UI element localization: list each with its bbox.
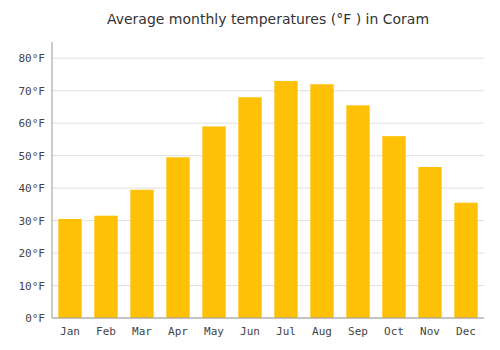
- tick-label: Apr: [168, 325, 188, 338]
- tick-label: May: [204, 325, 224, 338]
- bar: [166, 157, 189, 318]
- tick-label: Feb: [96, 325, 116, 338]
- tick-label: Dec: [456, 325, 476, 338]
- x-axis-line: [52, 318, 484, 319]
- x-axis: Jan Feb Mar Apr May Jun Jul Aug Sep Oct Nov Dec: [60, 325, 476, 338]
- tick-label: Sep: [348, 325, 368, 338]
- tick-label: 60°F: [19, 117, 46, 130]
- bars: [58, 81, 477, 318]
- grid-line: [52, 318, 484, 319]
- bar: [310, 84, 333, 318]
- tick-label: 30°F: [19, 215, 46, 228]
- tick-label: 50°F: [19, 150, 46, 163]
- tick-label: 80°F: [19, 52, 46, 65]
- bar: [274, 81, 297, 318]
- grid-line: [52, 123, 484, 124]
- tick-label: Mar: [132, 325, 152, 338]
- y-axis: 0°F 10°F 20°F 30°F 40°F 50°F 60°F 70°F 80°F: [19, 52, 485, 325]
- bar: [58, 219, 81, 318]
- grid-line: [52, 58, 484, 59]
- tick-label: Jun: [240, 325, 260, 338]
- tick-label: Oct: [384, 325, 404, 338]
- bar: [454, 203, 477, 318]
- tick-label: 70°F: [19, 85, 46, 98]
- tick-label: 20°F: [19, 247, 46, 260]
- bar: [130, 190, 153, 318]
- tick-label: Nov: [420, 325, 440, 338]
- title: Average monthly temperatures (°F ) in Co…: [107, 11, 429, 27]
- grid-line: [52, 155, 484, 156]
- tick-label: 0°F: [25, 312, 45, 325]
- y-axis-line: [52, 42, 53, 318]
- bar: [94, 216, 117, 318]
- bar: [202, 126, 225, 318]
- tick-label: 40°F: [19, 182, 46, 195]
- bar: [382, 136, 405, 318]
- bar: [418, 167, 441, 318]
- grid-line: [52, 90, 484, 91]
- chart: Average monthly temperatures (°F ) in Co…: [0, 0, 500, 350]
- bar: [346, 105, 369, 318]
- tick-label: Aug: [312, 325, 332, 338]
- tick-label: Jul: [276, 325, 296, 338]
- bar: [238, 97, 261, 318]
- tick-label: Jan: [60, 325, 80, 338]
- tick-label: 10°F: [19, 280, 46, 293]
